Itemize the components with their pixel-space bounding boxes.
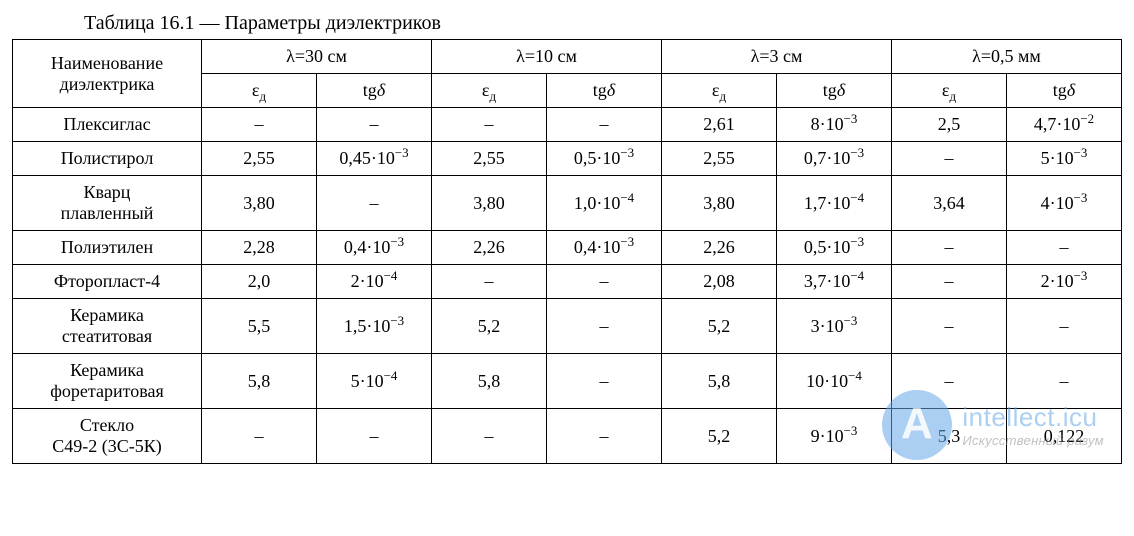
cell: 2,08 xyxy=(662,265,777,299)
cell: – xyxy=(202,108,317,142)
cell: – xyxy=(892,265,1007,299)
cell: 3·10−3 xyxy=(777,299,892,354)
cell: 9·10−3 xyxy=(777,409,892,464)
row-name: Фторопласт-4 xyxy=(13,265,202,299)
col-eps-3: εд xyxy=(662,74,777,108)
col-lambda-30: λ=30 см xyxy=(202,40,432,74)
row-name: Керамикафоретаритовая xyxy=(13,354,202,409)
col-eps-05: εд xyxy=(892,74,1007,108)
cell: 5,2 xyxy=(662,409,777,464)
cell: 3,7·10−4 xyxy=(777,265,892,299)
cell: – xyxy=(547,108,662,142)
col-tgd-3: tgδ xyxy=(777,74,892,108)
cell: 2·10−3 xyxy=(1007,265,1122,299)
cell: 0,5·10−3 xyxy=(547,142,662,176)
cell: 2,26 xyxy=(662,231,777,265)
col-tgd-10: tgδ xyxy=(547,74,662,108)
cell: – xyxy=(432,409,547,464)
cell: 5,8 xyxy=(202,354,317,409)
cell: – xyxy=(1007,231,1122,265)
cell: 0,45·10−3 xyxy=(317,142,432,176)
col-lambda-05: λ=0,5 мм xyxy=(892,40,1122,74)
table-row: Полиэтилен2,280,4·10−32,260,4·10−32,260,… xyxy=(13,231,1122,265)
cell: 0,122 xyxy=(1007,409,1122,464)
col-eps-30: εд xyxy=(202,74,317,108)
table-body: Плексиглас––––2,618·10−32,54,7·10−2Полис… xyxy=(13,108,1122,464)
cell: – xyxy=(892,231,1007,265)
cell: 4·10−3 xyxy=(1007,176,1122,231)
row-name: Керамикастеатитовая xyxy=(13,299,202,354)
cell: – xyxy=(892,354,1007,409)
header-row-1: Наименование диэлектрика λ=30 см λ=10 см… xyxy=(13,40,1122,74)
cell: 0,4·10−3 xyxy=(317,231,432,265)
cell: – xyxy=(547,265,662,299)
cell: 5,8 xyxy=(432,354,547,409)
row-name: Полиэтилен xyxy=(13,231,202,265)
cell: 5·10−3 xyxy=(1007,142,1122,176)
table-row: Плексиглас––––2,618·10−32,54,7·10−2 xyxy=(13,108,1122,142)
col-lambda-10: λ=10 см xyxy=(432,40,662,74)
cell: – xyxy=(432,108,547,142)
cell: – xyxy=(1007,299,1122,354)
cell: 2,5 xyxy=(892,108,1007,142)
cell: 2,0 xyxy=(202,265,317,299)
cell: 5,3 xyxy=(892,409,1007,464)
cell: 0,7·10−3 xyxy=(777,142,892,176)
dielectrics-table: Наименование диэлектрика λ=30 см λ=10 см… xyxy=(12,39,1122,464)
table-row: СтеклоС49-2 (3С-5К)––––5,29·10−35,30,122 xyxy=(13,409,1122,464)
cell: 5,2 xyxy=(662,299,777,354)
row-name: Полистирол xyxy=(13,142,202,176)
cell: 0,5·10−3 xyxy=(777,231,892,265)
table-row: Керамикастеатитовая5,51,5·10−35,2–5,23·1… xyxy=(13,299,1122,354)
cell: 5,8 xyxy=(662,354,777,409)
cell: 3,80 xyxy=(202,176,317,231)
cell: 1,5·10−3 xyxy=(317,299,432,354)
cell: 8·10−3 xyxy=(777,108,892,142)
cell: – xyxy=(317,176,432,231)
table-row: Фторопласт-42,02·10−4––2,083,7·10−4–2·10… xyxy=(13,265,1122,299)
cell: 3,64 xyxy=(892,176,1007,231)
row-name: Плексиглас xyxy=(13,108,202,142)
cell: 10·10−4 xyxy=(777,354,892,409)
cell: – xyxy=(317,409,432,464)
cell: 1,7·10−4 xyxy=(777,176,892,231)
cell: 3,80 xyxy=(432,176,547,231)
cell: 2,26 xyxy=(432,231,547,265)
cell: – xyxy=(1007,354,1122,409)
cell: 2,55 xyxy=(432,142,547,176)
table-row: Керамикафоретаритовая5,85·10−45,8–5,810·… xyxy=(13,354,1122,409)
cell: 4,7·10−2 xyxy=(1007,108,1122,142)
cell: 2,28 xyxy=(202,231,317,265)
table-row: Кварцплавленный3,80–3,801,0·10−43,801,7·… xyxy=(13,176,1122,231)
cell: – xyxy=(317,108,432,142)
row-name: Кварцплавленный xyxy=(13,176,202,231)
cell: – xyxy=(202,409,317,464)
cell: 2,55 xyxy=(662,142,777,176)
cell: 5·10−4 xyxy=(317,354,432,409)
cell: – xyxy=(892,299,1007,354)
cell: – xyxy=(432,265,547,299)
cell: 2·10−4 xyxy=(317,265,432,299)
cell: 3,80 xyxy=(662,176,777,231)
col-tgd-30: tgδ xyxy=(317,74,432,108)
cell: 2,61 xyxy=(662,108,777,142)
cell: – xyxy=(547,299,662,354)
cell: – xyxy=(892,142,1007,176)
col-tgd-05: tgδ xyxy=(1007,74,1122,108)
cell: 0,4·10−3 xyxy=(547,231,662,265)
cell: 1,0·10−4 xyxy=(547,176,662,231)
table-row: Полистирол2,550,45·10−32,550,5·10−32,550… xyxy=(13,142,1122,176)
cell: 5,5 xyxy=(202,299,317,354)
table-caption: Таблица 16.1 — Параметры диэлектриков xyxy=(84,12,1122,35)
cell: – xyxy=(547,409,662,464)
col-name-header: Наименование диэлектрика xyxy=(13,40,202,108)
cell: 2,55 xyxy=(202,142,317,176)
row-name: СтеклоС49-2 (3С-5К) xyxy=(13,409,202,464)
col-lambda-3: λ=3 см xyxy=(662,40,892,74)
col-eps-10: εд xyxy=(432,74,547,108)
cell: 5,2 xyxy=(432,299,547,354)
cell: – xyxy=(547,354,662,409)
